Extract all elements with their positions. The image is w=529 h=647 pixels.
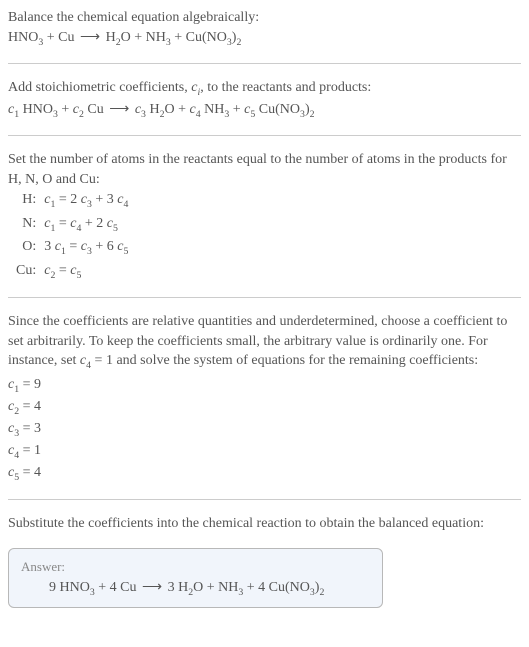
element-label: N: bbox=[12, 213, 40, 236]
intro-1: Balance the chemical equation algebraica… bbox=[8, 8, 521, 28]
section-1: Balance the chemical equation algebraica… bbox=[8, 8, 521, 49]
intro-4: Since the coefficients are relative quan… bbox=[8, 312, 521, 373]
section-5: Substitute the coefficients into the che… bbox=[8, 514, 521, 534]
divider bbox=[8, 297, 521, 298]
element-label: H: bbox=[12, 189, 40, 212]
atom-balance-table: H:c1 = 2 c3 + 3 c4N:c1 = c4 + 2 c5O:3 c1… bbox=[12, 189, 132, 283]
coefficient-line: c3 = 3 bbox=[8, 419, 521, 441]
element-equation: c1 = 2 c3 + 3 c4 bbox=[40, 189, 132, 212]
table-row: O:3 c1 = c3 + 6 c5 bbox=[12, 236, 132, 259]
coefficient-line: c1 = 9 bbox=[8, 375, 521, 397]
atom-balance-tbody: H:c1 = 2 c3 + 3 c4N:c1 = c4 + 2 c5O:3 c1… bbox=[12, 189, 132, 283]
section-4: Since the coefficients are relative quan… bbox=[8, 312, 521, 485]
divider bbox=[8, 135, 521, 136]
element-equation: 3 c1 = c3 + 6 c5 bbox=[40, 236, 132, 259]
intro-3: Set the number of atoms in the reactants… bbox=[8, 150, 521, 189]
element-equation: c2 = c5 bbox=[40, 260, 132, 283]
table-row: Cu:c2 = c5 bbox=[12, 260, 132, 283]
divider bbox=[8, 499, 521, 500]
answer-box: Answer: 9 HNO3 + 4 Cu ⟶ 3 H2O + NH3 + 4 … bbox=[8, 548, 383, 609]
intro-5: Substitute the coefficients into the che… bbox=[8, 514, 521, 534]
element-label: Cu: bbox=[12, 260, 40, 283]
section-2: Add stoichiometric coefficients, ci, to … bbox=[8, 78, 521, 121]
section-3: Set the number of atoms in the reactants… bbox=[8, 150, 521, 283]
divider bbox=[8, 63, 521, 64]
equation-1: HNO3 + Cu ⟶ H2O + NH3 + Cu(NO3)2 bbox=[8, 28, 521, 50]
coefficient-line: c4 = 1 bbox=[8, 441, 521, 463]
answer-label: Answer: bbox=[21, 559, 370, 575]
answer-equation: 9 HNO3 + 4 Cu ⟶ 3 H2O + NH3 + 4 Cu(NO3)2 bbox=[21, 579, 370, 598]
element-label: O: bbox=[12, 236, 40, 259]
equation-2: c1 HNO3 + c2 Cu ⟶ c3 H2O + c4 NH3 + c5 C… bbox=[8, 100, 521, 122]
table-row: H:c1 = 2 c3 + 3 c4 bbox=[12, 189, 132, 212]
element-equation: c1 = c4 + 2 c5 bbox=[40, 213, 132, 236]
coefficient-list: c1 = 9c2 = 4c3 = 3c4 = 1c5 = 4 bbox=[8, 375, 521, 485]
table-row: N:c1 = c4 + 2 c5 bbox=[12, 213, 132, 236]
coefficient-line: c2 = 4 bbox=[8, 397, 521, 419]
coefficient-line: c5 = 4 bbox=[8, 463, 521, 485]
intro-2: Add stoichiometric coefficients, ci, to … bbox=[8, 78, 521, 100]
